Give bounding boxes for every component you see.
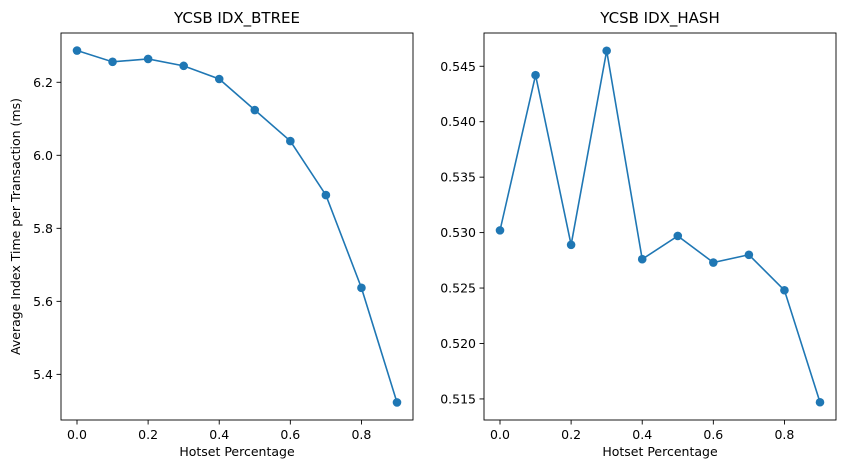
y-tick-label: 5.6: [33, 294, 53, 309]
x-axis-ticks: 0.0 0.2 0.4 0.6 0.8: [67, 420, 371, 442]
x-tick-label: 0.0: [67, 427, 87, 442]
data-point: [815, 397, 825, 407]
y-tick-label: 0.540: [440, 114, 476, 129]
y-tick-label: 0.525: [440, 281, 476, 296]
x-tick-label: 0.8: [351, 427, 371, 442]
data-point: [286, 136, 295, 146]
y-tick-label: 0.545: [440, 59, 476, 74]
data-point: [250, 105, 260, 115]
x-tick-label: 0.2: [561, 427, 581, 442]
data-point: [744, 250, 754, 260]
y-tick-label: 6.2: [33, 75, 53, 90]
chart-title: YCSB IDX_BTREE: [173, 9, 300, 28]
data-point: [321, 190, 331, 200]
y-tick-label: 0.535: [440, 170, 476, 185]
data-series: [495, 46, 825, 407]
plot-area-frame: [60, 32, 414, 421]
data-point: [108, 57, 117, 67]
x-tick-label: 0.6: [703, 427, 723, 442]
series-line: [76, 49, 398, 403]
y-axis-label: Average Index Time per Transaction (ms): [8, 98, 23, 355]
x-tick-label: 0.0: [490, 427, 510, 442]
y-tick-label: 0.520: [440, 336, 476, 351]
y-tick-label: 5.4: [33, 367, 53, 382]
series-line: [499, 50, 821, 403]
data-point: [566, 240, 576, 250]
chart-panel-hash: YCSB IDX_HASH 0.0 0.2 0.4 0.6 0.8 0.515 0.520…: [440, 9, 837, 459]
y-tick-label: 0.515: [440, 391, 476, 406]
x-tick-label: 0.6: [280, 427, 300, 442]
data-point: [214, 74, 224, 84]
data-point: [602, 46, 611, 56]
x-tick-label: 0.4: [209, 427, 229, 442]
y-tick-label: 6.0: [33, 148, 53, 163]
data-point: [143, 54, 153, 64]
data-point: [72, 46, 82, 55]
y-axis-ticks: 0.515 0.520 0.525 0.530 0.535 0.540 0.545: [440, 59, 484, 406]
x-tick-label: 0.8: [774, 427, 794, 442]
chart-panel-btree: YCSB IDX_BTREE 0.0 0.2 0.4 0.6 0.8 5.4 5.6 5.8…: [8, 9, 414, 459]
data-point: [673, 231, 683, 241]
data-series: [72, 46, 402, 407]
y-tick-label: 0.530: [440, 225, 476, 240]
plot-area-frame: [483, 32, 837, 421]
x-tick-label: 0.4: [632, 427, 652, 442]
x-axis-label: Hotset Percentage: [602, 444, 718, 459]
x-axis-label: Hotset Percentage: [179, 444, 295, 459]
chart-title: YCSB IDX_HASH: [599, 9, 720, 28]
data-point: [392, 398, 402, 407]
y-tick-label: 5.8: [33, 221, 53, 236]
y-axis-ticks: 5.4 5.6 5.8 6.0 6.2: [33, 75, 61, 382]
data-point: [495, 226, 505, 235]
data-point: [709, 258, 718, 267]
data-point: [179, 61, 188, 71]
x-axis-ticks: 0.0 0.2 0.4 0.6 0.8: [490, 420, 794, 442]
data-point: [637, 254, 647, 264]
data-point: [357, 283, 366, 293]
data-point: [780, 285, 789, 295]
data-point: [531, 70, 540, 80]
x-tick-label: 0.2: [138, 427, 158, 442]
